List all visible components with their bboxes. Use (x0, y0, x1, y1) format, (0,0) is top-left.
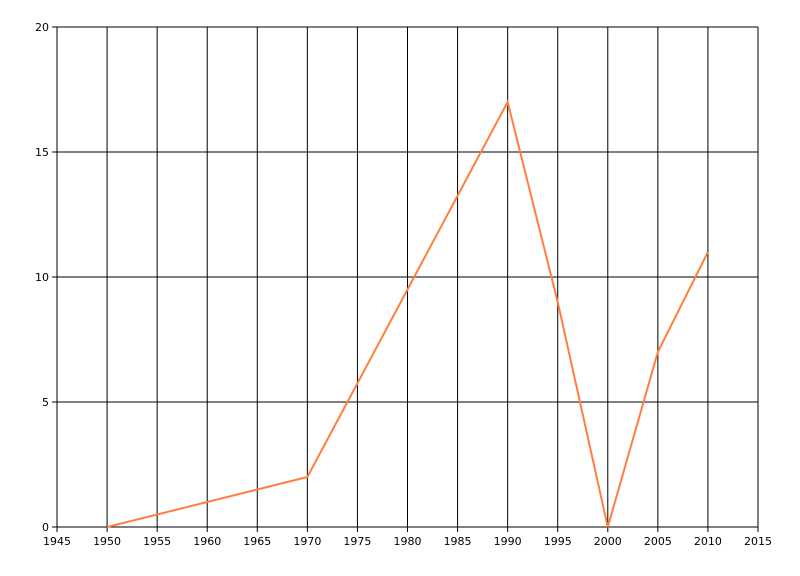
y-tick-label: 20 (35, 21, 49, 34)
y-tick-label: 0 (42, 521, 49, 534)
x-tick-label: 1945 (43, 535, 71, 548)
x-tick-label: 1995 (544, 535, 572, 548)
x-tick-label: 2010 (694, 535, 722, 548)
x-tick-label: 1955 (143, 535, 171, 548)
data-line (106, 99, 709, 528)
x-tick-label: 2015 (744, 535, 772, 548)
x-tick-label: 1975 (343, 535, 371, 548)
x-tick-label: 1965 (243, 535, 271, 548)
x-tick-label: 2005 (644, 535, 672, 548)
x-tick-label: 2000 (594, 535, 622, 548)
y-tick-label: 15 (35, 146, 49, 159)
y-tick-label: 5 (42, 396, 49, 409)
x-tick-label: 1980 (394, 535, 422, 548)
y-tick-label: 10 (35, 271, 49, 284)
x-tick-label: 1970 (293, 535, 321, 548)
x-tick-label: 1960 (193, 535, 221, 548)
x-tick-label: 1990 (494, 535, 522, 548)
x-tick-label: 1985 (444, 535, 472, 548)
x-tick-label: 1950 (93, 535, 121, 548)
